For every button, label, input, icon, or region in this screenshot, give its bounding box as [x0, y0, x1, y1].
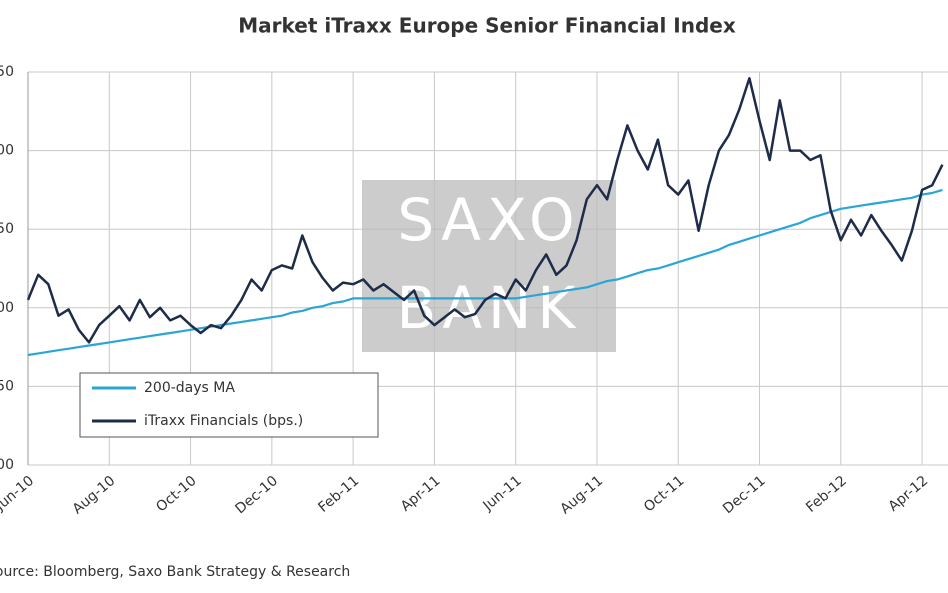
- legend: 200-days MA iTraxx Financials (bps.): [79, 372, 379, 438]
- x-tick-label: Dec-10: [232, 473, 281, 517]
- watermark: SAXO BANK: [362, 180, 616, 352]
- legend-label: iTraxx Financials (bps.): [144, 413, 303, 429]
- y-tick-label: 300: [0, 143, 14, 159]
- y-tick-label: 250: [0, 221, 14, 237]
- legend-label: 200-days MA: [144, 380, 235, 396]
- y-tick-label: 150: [0, 378, 14, 394]
- x-tick-label: Jun-11: [479, 473, 524, 515]
- source-note: Source: Bloomberg, Saxo Bank Strategy & …: [0, 564, 350, 580]
- y-tick-label: 200: [0, 300, 14, 316]
- x-tick-label: Apr-12: [886, 473, 932, 515]
- y-tick-label: 100: [0, 457, 14, 473]
- x-tick-label: Aug-10: [70, 473, 119, 518]
- watermark-text: SAXO: [397, 186, 580, 254]
- series-line: [26, 77, 944, 344]
- chart-title: Market iTraxx Europe Senior Financial In…: [238, 14, 736, 38]
- watermark-box: [362, 180, 616, 352]
- x-tick-label: Aug-11: [557, 473, 606, 518]
- x-tick-label: Oct-10: [153, 473, 199, 516]
- x-tick-label: Apr-11: [398, 473, 444, 515]
- legend-box: [79, 372, 379, 438]
- x-tick-label: Feb-12: [803, 473, 850, 516]
- y-tick-label: 350: [0, 64, 14, 80]
- x-tick-label: Oct-11: [641, 473, 687, 516]
- x-tick-label: Jun-10: [0, 473, 37, 515]
- x-tick-label: Dec-11: [720, 473, 769, 517]
- series-line: [27, 188, 943, 357]
- watermark-text: BANK: [397, 274, 582, 342]
- x-tick-label: Feb-11: [315, 473, 362, 516]
